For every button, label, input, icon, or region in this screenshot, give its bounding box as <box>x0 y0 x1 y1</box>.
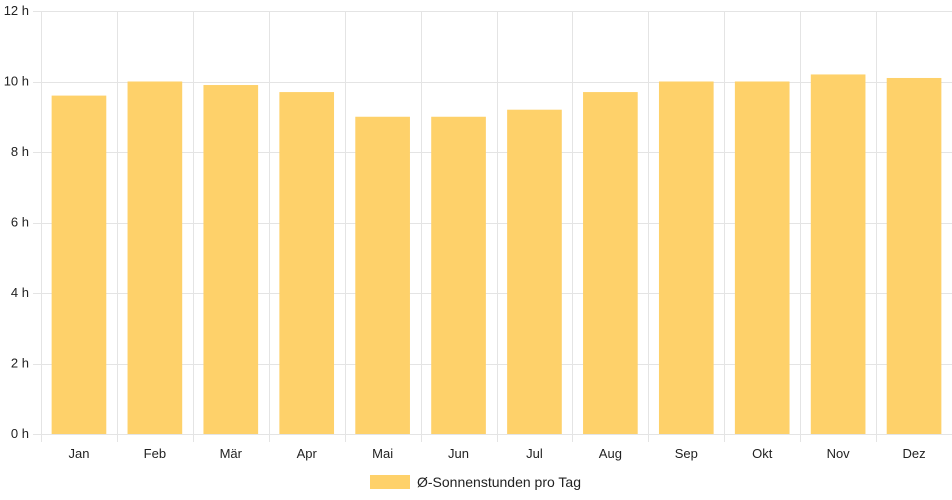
legend[interactable]: Ø-Sonnenstunden pro Tag <box>370 474 581 490</box>
y-tick-label: 4 h <box>11 285 29 300</box>
x-tick-label: Apr <box>297 446 318 461</box>
y-tick-label: 8 h <box>11 144 29 159</box>
legend-label: Ø-Sonnenstunden pro Tag <box>417 474 581 490</box>
y-tick-label: 12 h <box>4 3 29 18</box>
y-tick-label: 0 h <box>11 426 29 441</box>
legend-swatch <box>370 475 410 489</box>
x-tick-label: Okt <box>752 446 773 461</box>
x-tick-label: Dez <box>902 446 925 461</box>
bar-okt[interactable] <box>734 81 790 435</box>
bars <box>51 74 942 435</box>
bar-nov[interactable] <box>810 74 866 434</box>
bar-sep[interactable] <box>658 81 714 435</box>
bar-mai[interactable] <box>355 116 410 434</box>
x-tick-label: Feb <box>144 446 166 461</box>
y-tick-label: 2 h <box>11 356 29 371</box>
bar-jun[interactable] <box>431 116 486 434</box>
x-axis-ticks: Jan Feb Mär Apr Mai Jun Jul Aug Sep Okt Nov Dez <box>68 446 925 461</box>
x-tick-label: Jan <box>68 446 89 461</box>
x-tick-label: Jun <box>448 446 469 461</box>
bar-jul[interactable] <box>507 109 562 434</box>
bar-mär[interactable] <box>203 85 259 435</box>
y-tick-label: 10 h <box>4 74 29 89</box>
grid-lines <box>33 11 952 442</box>
y-axis-ticks: 0 h 2 h 4 h 6 h 8 h 10 h 12 h <box>4 3 29 441</box>
bar-aug[interactable] <box>583 92 638 434</box>
x-tick-label: Mai <box>372 446 393 461</box>
bar-jan[interactable] <box>51 95 107 434</box>
x-tick-label: Sep <box>675 446 698 461</box>
bar-apr[interactable] <box>279 92 335 434</box>
x-tick-label: Aug <box>599 446 622 461</box>
x-tick-label: Jul <box>526 446 543 461</box>
bar-feb[interactable] <box>127 81 183 435</box>
x-tick-label: Mär <box>220 446 243 461</box>
x-tick-label: Nov <box>827 446 851 461</box>
bar-dez[interactable] <box>886 77 942 434</box>
y-tick-label: 6 h <box>11 215 29 230</box>
